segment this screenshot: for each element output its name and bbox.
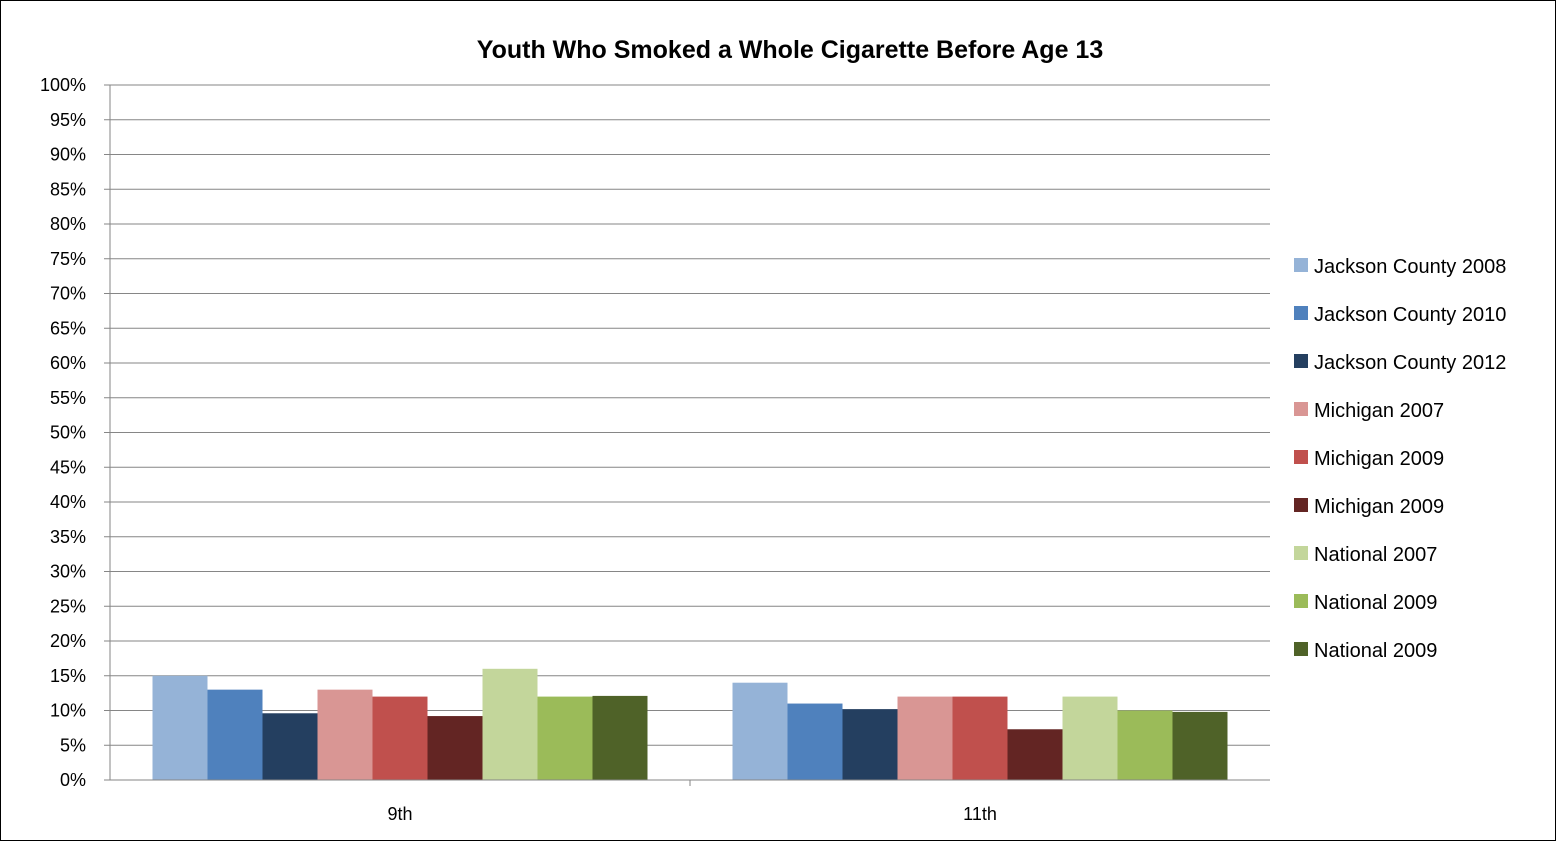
bar: [372, 696, 428, 780]
legend-label: National 2009: [1314, 592, 1437, 614]
bar: [952, 696, 1008, 780]
legend-label: Jackson County 2008: [1314, 256, 1506, 278]
legend-swatch: [1294, 258, 1308, 272]
legend-label: Jackson County 2012: [1314, 352, 1506, 374]
y-tick-label: 10%: [50, 701, 86, 721]
bars: [152, 668, 1228, 780]
y-tick-label: 60%: [50, 353, 86, 373]
y-tick-label: 30%: [50, 562, 86, 582]
y-tick-label: 90%: [50, 145, 86, 165]
y-tick-label: 55%: [50, 388, 86, 408]
legend-swatch: [1294, 642, 1308, 656]
bar: [1172, 711, 1228, 780]
legend-swatch: [1294, 594, 1308, 608]
y-tick-label: 20%: [50, 631, 86, 651]
legend-swatch: [1294, 498, 1308, 512]
y-tick-label: 50%: [50, 423, 86, 443]
bar: [842, 709, 898, 780]
bar: [207, 689, 263, 780]
y-tick-label: 45%: [50, 457, 86, 477]
y-tick-label: 85%: [50, 179, 86, 199]
y-tick-label: 95%: [50, 110, 86, 130]
y-tick-label: 75%: [50, 249, 86, 269]
y-tick-label: 80%: [50, 214, 86, 234]
legend-label: Michigan 2009: [1314, 448, 1444, 470]
legend-label: Michigan 2009: [1314, 496, 1444, 518]
legend-swatch: [1294, 450, 1308, 464]
x-category-label: 11th: [963, 804, 997, 824]
bar: [1007, 729, 1063, 780]
y-tick-label: 100%: [40, 75, 86, 95]
y-tick-label: 70%: [50, 284, 86, 304]
y-tick-label: 5%: [60, 735, 86, 755]
bar: [262, 713, 318, 780]
axes: 0% 5% 10% 15% 20% 25% 30% 35% 40% 45% 50% 55% 60% 65%…: [40, 75, 1270, 824]
legend-swatch: [1294, 546, 1308, 560]
y-tick-label: 65%: [50, 318, 86, 338]
y-tick-label: 40%: [50, 492, 86, 512]
bar: [482, 668, 538, 780]
legend-label: National 2009: [1314, 640, 1437, 662]
legend-swatch: [1294, 402, 1308, 416]
bar: [787, 703, 843, 780]
legend-swatch: [1294, 306, 1308, 320]
bar: [1117, 710, 1173, 780]
legend-label: Jackson County 2010: [1314, 304, 1506, 326]
legend-label: National 2007: [1314, 544, 1437, 566]
y-tick-label: 0%: [60, 770, 86, 790]
bar: [732, 682, 788, 780]
legend: Jackson County 2008 Jackson County 2010 Ja…: [1294, 256, 1506, 662]
x-category-label: 9th: [387, 804, 412, 824]
chart-title: Youth Who Smoked a Whole Cigarette Befor…: [477, 36, 1103, 64]
legend-swatch: [1294, 354, 1308, 368]
bar: [592, 695, 648, 780]
bar: [317, 689, 373, 780]
bar: [427, 716, 483, 780]
bar: [1062, 696, 1118, 780]
bar: [152, 675, 208, 780]
gridlines: [110, 84, 1270, 746]
y-tick-label: 35%: [50, 527, 86, 547]
legend-label: Michigan 2007: [1314, 400, 1444, 422]
bar: [897, 696, 953, 780]
y-tick-label: 25%: [50, 596, 86, 616]
y-tick-label: 15%: [50, 666, 86, 686]
bar: [537, 696, 593, 780]
